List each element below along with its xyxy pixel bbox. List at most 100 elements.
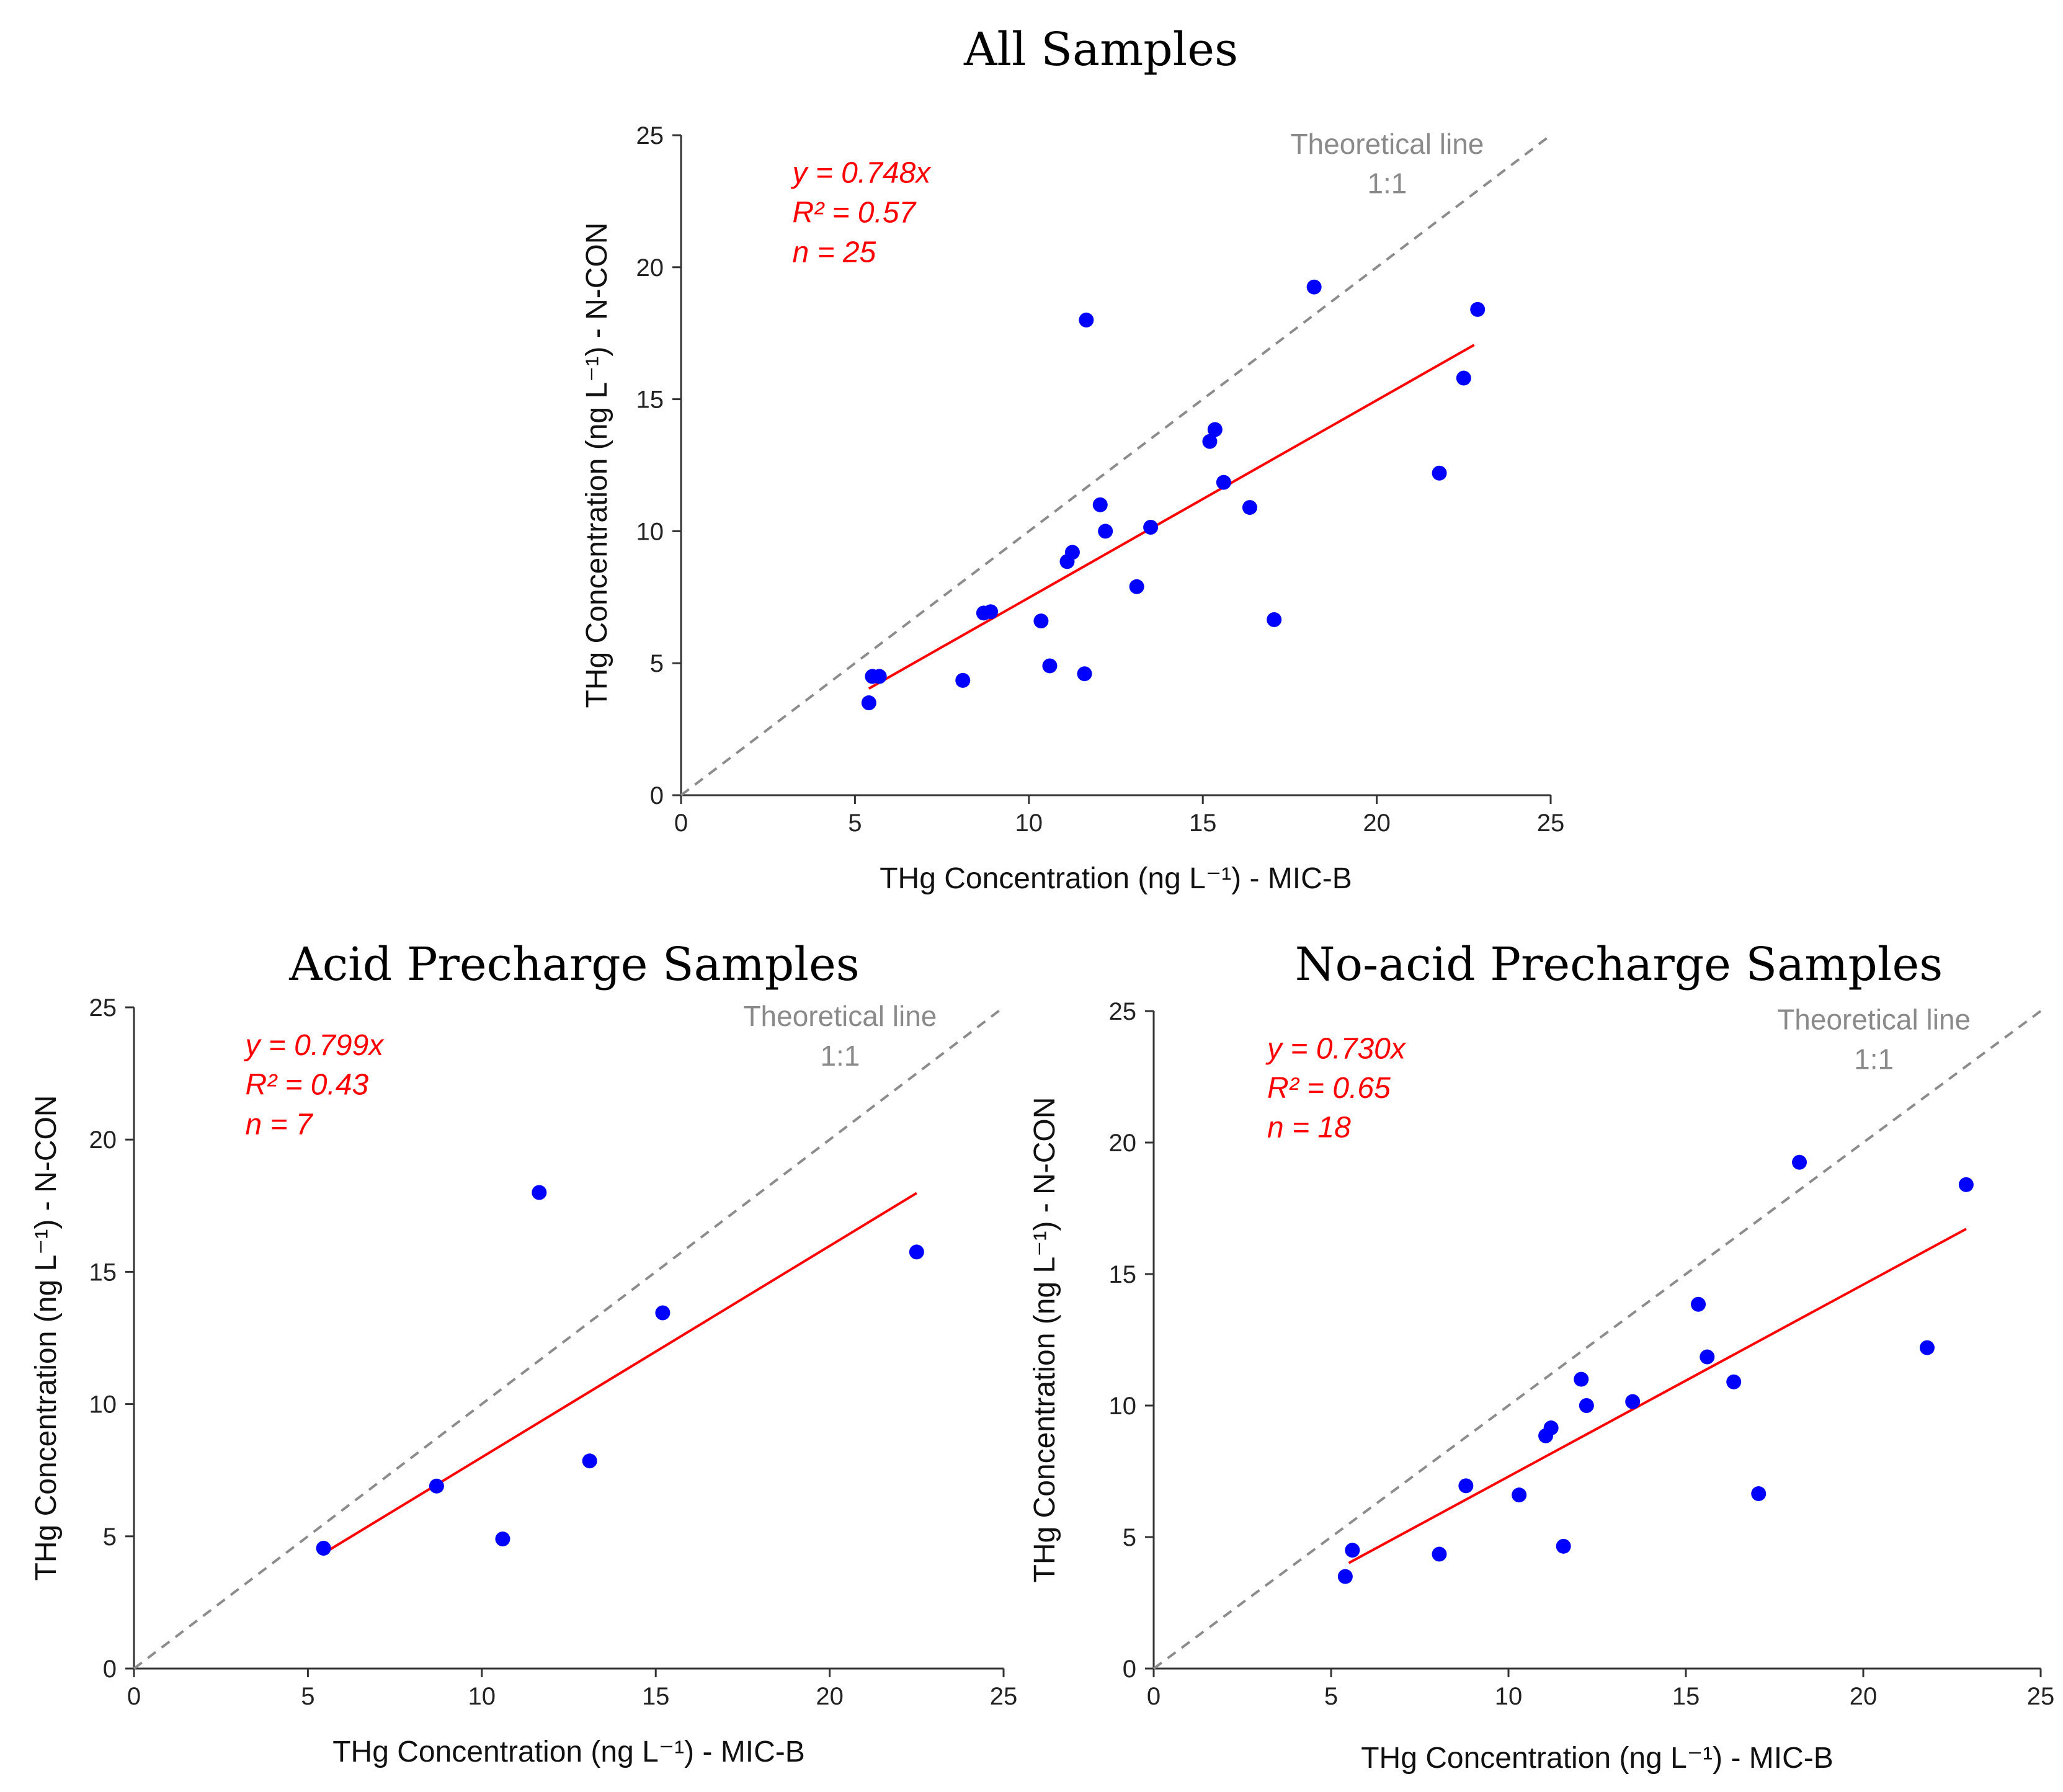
y-tick-label: 0 <box>103 1656 117 1683</box>
y-tick-label: 25 <box>1109 998 1137 1025</box>
x-tick-label: 15 <box>1672 1683 1700 1710</box>
data-point <box>1726 1374 1742 1389</box>
data-point <box>655 1305 671 1321</box>
data-point <box>1958 1177 1974 1192</box>
x-tick-label: 25 <box>2027 1683 2055 1710</box>
fit-equation: y = 0.799x <box>243 1029 385 1062</box>
theoretical-line-ratio: 1:1 <box>1854 1043 1894 1075</box>
data-point <box>1216 475 1231 490</box>
r-squared: R² = 0.43 <box>245 1069 368 1102</box>
y-axis-label: THg Concentration (ng L⁻¹) - N-CON <box>1028 1097 1061 1583</box>
y-tick-label: 5 <box>650 650 664 677</box>
y-tick-label: 5 <box>103 1523 117 1551</box>
data-point <box>1432 1546 1447 1562</box>
theoretical-line <box>680 134 1552 796</box>
data-point <box>1700 1349 1715 1365</box>
theoretical-line <box>1152 1010 2042 1670</box>
data-point <box>1242 500 1257 515</box>
data-point <box>983 604 999 620</box>
data-point <box>1625 1394 1641 1409</box>
data-point <box>316 1540 331 1556</box>
x-tick-label: 0 <box>127 1683 141 1710</box>
data-point <box>532 1185 547 1200</box>
data-point <box>1556 1538 1571 1554</box>
x-tick-label: 0 <box>674 809 688 837</box>
sample-count: n = 25 <box>792 236 876 269</box>
data-point <box>1751 1486 1767 1502</box>
data-point <box>1079 312 1094 328</box>
x-axis-label: THg Concentration (ng L⁻¹) - MIC-B <box>1361 1742 1834 1775</box>
data-point <box>495 1531 510 1547</box>
theoretical-line-label: Theoretical line <box>1290 128 1484 160</box>
y-tick-label: 10 <box>89 1391 117 1419</box>
data-point <box>1143 520 1159 535</box>
data-point <box>1574 1371 1589 1387</box>
chart-no-acid-precharge: No-acid Precharge Samples 00 5 5 10 10 15 15 20 2… <box>1028 938 2054 1775</box>
x-tick-label: 10 <box>1015 809 1043 837</box>
data-point <box>1543 1420 1559 1436</box>
data-point <box>871 669 887 684</box>
y-tick-label: 20 <box>1109 1130 1137 1157</box>
data-point <box>1042 658 1058 674</box>
data-point <box>1077 666 1092 682</box>
chart-title: Acid Precharge Samples <box>288 938 859 991</box>
y-tick-label: 15 <box>89 1259 117 1286</box>
data-point <box>861 695 876 711</box>
x-tick-label: 20 <box>1363 809 1391 837</box>
data-point <box>1306 279 1322 295</box>
y-tick-label: 20 <box>636 254 664 282</box>
chart-acid-precharge: Acid Precharge Samples 00 5 5 10 10 15 15 20 20 25… <box>30 938 1017 1768</box>
y-tick-label: 25 <box>89 994 117 1022</box>
y-tick-label: 0 <box>650 782 664 809</box>
sample-count: n = 18 <box>1267 1112 1351 1144</box>
theoretical-line-label: Theoretical line <box>1777 1004 1971 1036</box>
data-point <box>1207 422 1223 437</box>
data-point <box>1202 434 1218 449</box>
data-point <box>582 1453 597 1469</box>
theoretical-line-label: Theoretical line <box>743 1000 937 1032</box>
chart-all-samples: All Samples 00 5 5 10 10 15 15 20 20 25 25 THg Conce… <box>581 23 1564 895</box>
y-tick-label: 10 <box>1109 1393 1137 1420</box>
x-tick-label: 0 <box>1147 1683 1161 1710</box>
data-point <box>1092 497 1108 512</box>
x-tick-label: 5 <box>848 809 862 837</box>
data-point <box>1432 465 1447 481</box>
fit-equation: y = 0.730x <box>1265 1032 1407 1065</box>
data-point <box>1512 1487 1527 1503</box>
data-point <box>1345 1543 1360 1558</box>
data-point <box>1919 1340 1935 1355</box>
y-tick-label: 5 <box>1123 1524 1136 1551</box>
data-point <box>1337 1569 1353 1584</box>
x-axis-label: THg Concentration (ng L⁻¹) - MIC-B <box>332 1736 805 1768</box>
x-tick-label: 5 <box>301 1683 314 1710</box>
data-point <box>1064 545 1080 560</box>
regression-line <box>868 344 1475 690</box>
x-tick-label: 20 <box>1850 1683 1878 1710</box>
x-tick-label: 15 <box>1189 809 1217 837</box>
x-tick-label: 10 <box>1495 1683 1523 1710</box>
y-tick-label: 0 <box>1123 1656 1136 1683</box>
x-tick-label: 20 <box>816 1683 844 1710</box>
data-point <box>1579 1398 1594 1413</box>
y-tick-label: 15 <box>636 386 664 414</box>
data-point <box>1456 370 1471 386</box>
data-point <box>1098 524 1113 539</box>
y-tick-label: 15 <box>1109 1261 1137 1288</box>
y-tick-label: 20 <box>89 1126 117 1154</box>
data-point <box>955 672 971 688</box>
data-point <box>909 1244 924 1260</box>
sample-count: n = 7 <box>245 1108 313 1141</box>
theoretical-line-ratio: 1:1 <box>1367 167 1407 200</box>
data-point <box>1691 1296 1706 1312</box>
x-tick-label: 10 <box>468 1683 496 1710</box>
data-point <box>1792 1154 1807 1170</box>
regression-line <box>1348 1228 1967 1564</box>
regression-line <box>324 1192 917 1554</box>
x-tick-label: 25 <box>1537 809 1565 837</box>
y-tick-label: 25 <box>636 122 664 149</box>
data-point <box>429 1478 444 1494</box>
chart-title: All Samples <box>963 23 1238 76</box>
data-point <box>1267 612 1282 627</box>
chart-title: No-acid Precharge Samples <box>1295 938 1943 991</box>
